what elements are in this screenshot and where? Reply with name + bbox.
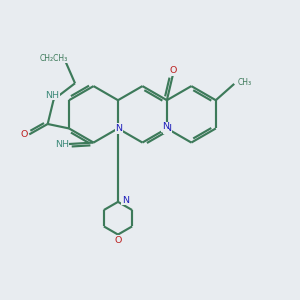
Text: N: N <box>162 122 169 131</box>
Text: N: N <box>122 196 129 205</box>
Text: CH₃: CH₃ <box>238 78 252 87</box>
Text: O: O <box>169 66 176 75</box>
Text: N: N <box>164 124 171 133</box>
Text: NH: NH <box>45 91 59 100</box>
Text: O: O <box>114 236 122 245</box>
Text: N: N <box>115 124 122 133</box>
Text: NH: NH <box>55 140 69 148</box>
Text: O: O <box>20 130 28 139</box>
Text: CH₂CH₃: CH₂CH₃ <box>40 53 68 62</box>
